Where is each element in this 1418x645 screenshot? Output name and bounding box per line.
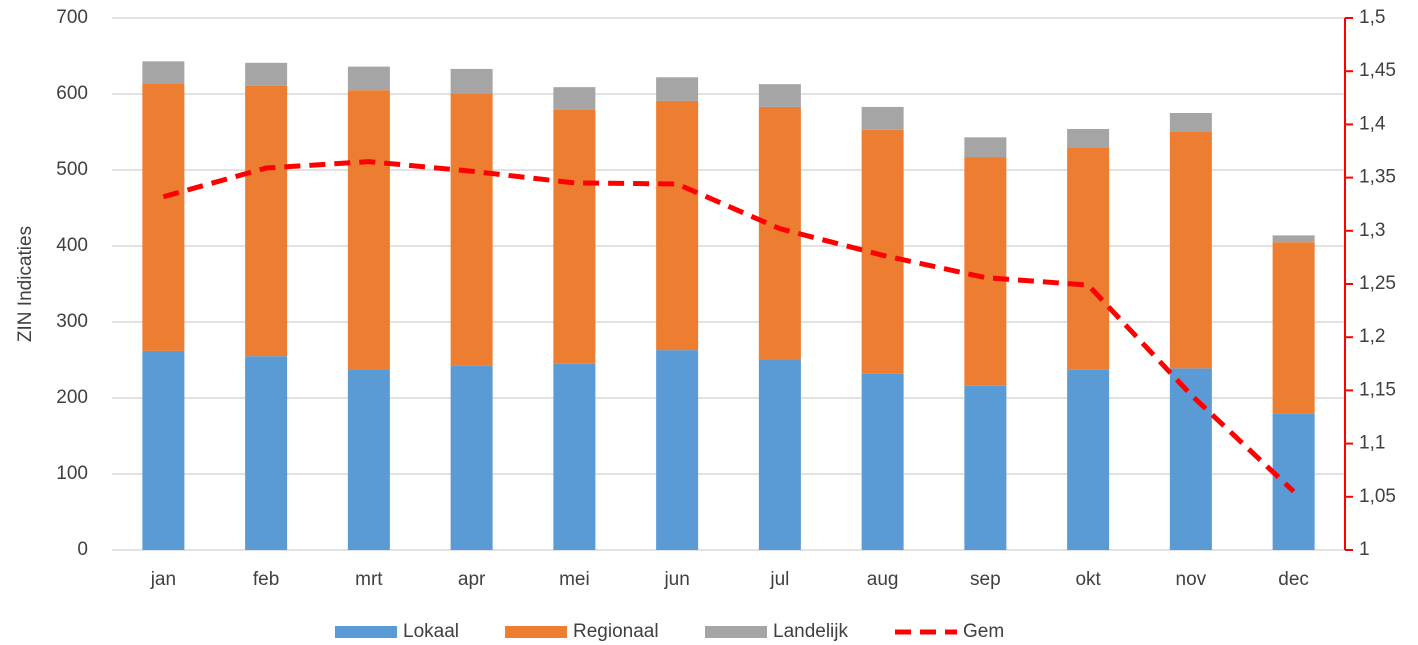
bar-segment — [347, 369, 390, 550]
bar-segment — [142, 83, 185, 351]
x-tick-label: jul — [769, 569, 789, 590]
bar-segment — [1067, 128, 1110, 148]
bar-segment — [964, 137, 1007, 158]
y-tick-label: 100 — [56, 463, 88, 484]
y2-tick-label: 1,35 — [1359, 167, 1396, 188]
bar-segment — [1169, 131, 1212, 369]
x-tick-label: mrt — [355, 569, 383, 590]
x-tick-label: nov — [1176, 569, 1207, 590]
bar-segment — [1169, 368, 1212, 550]
bar-segment — [245, 356, 288, 550]
y2-tick-label: 1,3 — [1359, 220, 1385, 241]
bar-segment — [245, 85, 288, 357]
x-tick-label: apr — [458, 569, 486, 590]
y2-tick-label: 1 — [1359, 539, 1370, 560]
legend-swatch — [335, 626, 397, 638]
bar-segment — [450, 365, 493, 550]
bar-segment — [1272, 413, 1315, 550]
y2-tick-label: 1,25 — [1359, 273, 1396, 294]
y-tick-label: 600 — [56, 83, 88, 104]
x-tick-label: aug — [867, 569, 899, 590]
bar-segment — [1067, 147, 1110, 370]
bar-segment — [347, 90, 390, 370]
x-tick-label: dec — [1278, 569, 1309, 590]
y-tick-label: 500 — [56, 159, 88, 180]
y-axis-title: ZIN Indicaties — [15, 226, 36, 342]
bar-segment — [1272, 235, 1315, 243]
bar-segment — [553, 363, 596, 550]
y2-tick-label: 1,2 — [1359, 326, 1385, 347]
legend-swatch — [705, 626, 767, 638]
bar-segment — [758, 360, 801, 550]
bar-segment — [758, 84, 801, 107]
bar-segment — [964, 385, 1007, 550]
y2-tick-label: 1,05 — [1359, 486, 1396, 507]
legend-label: Landelijk — [773, 621, 848, 642]
bar-segment — [964, 157, 1007, 386]
bar-segment — [450, 93, 493, 366]
x-tick-label: mei — [559, 569, 590, 590]
bar-segment — [245, 62, 288, 86]
y-tick-label: 300 — [56, 311, 88, 332]
bar-segment — [656, 77, 699, 101]
bar-segment — [758, 106, 801, 360]
legend-label: Lokaal — [403, 621, 459, 642]
x-tick-label: jan — [150, 569, 176, 590]
y2-tick-label: 1,4 — [1359, 113, 1386, 134]
x-tick-label: jun — [663, 569, 689, 590]
y-tick-label: 700 — [56, 7, 88, 28]
x-tick-label: okt — [1075, 569, 1101, 590]
y2-tick-label: 1,15 — [1359, 379, 1396, 400]
bar-segment — [656, 100, 699, 351]
legend-label: Regionaal — [573, 621, 659, 642]
y-tick-label: 400 — [56, 235, 88, 256]
x-tick-label: sep — [970, 569, 1001, 590]
y2-tick-label: 1,1 — [1359, 433, 1385, 454]
bar-segment — [1067, 369, 1110, 550]
bar-segment — [553, 109, 596, 364]
y-tick-label: 0 — [77, 539, 88, 560]
bar-segment — [1169, 113, 1212, 132]
bar-segment — [861, 106, 904, 130]
bar-segment — [450, 68, 493, 94]
line — [162, 159, 1296, 494]
y2-tick-label: 1,45 — [1359, 60, 1396, 81]
x-tick-label: feb — [253, 569, 279, 590]
bar-segment — [861, 373, 904, 550]
y2-tick-label: 1,5 — [1359, 7, 1385, 28]
bar-segment — [347, 66, 390, 91]
bar-segment — [861, 129, 904, 374]
bar-segment — [142, 61, 185, 84]
bar-segment — [142, 350, 185, 550]
bar-segment — [1272, 242, 1315, 414]
legend-label: Gem — [963, 621, 1004, 642]
bar-segment — [656, 350, 699, 550]
legend-swatch — [505, 626, 567, 638]
y-tick-label: 200 — [56, 387, 88, 408]
bar-segment — [553, 87, 596, 110]
